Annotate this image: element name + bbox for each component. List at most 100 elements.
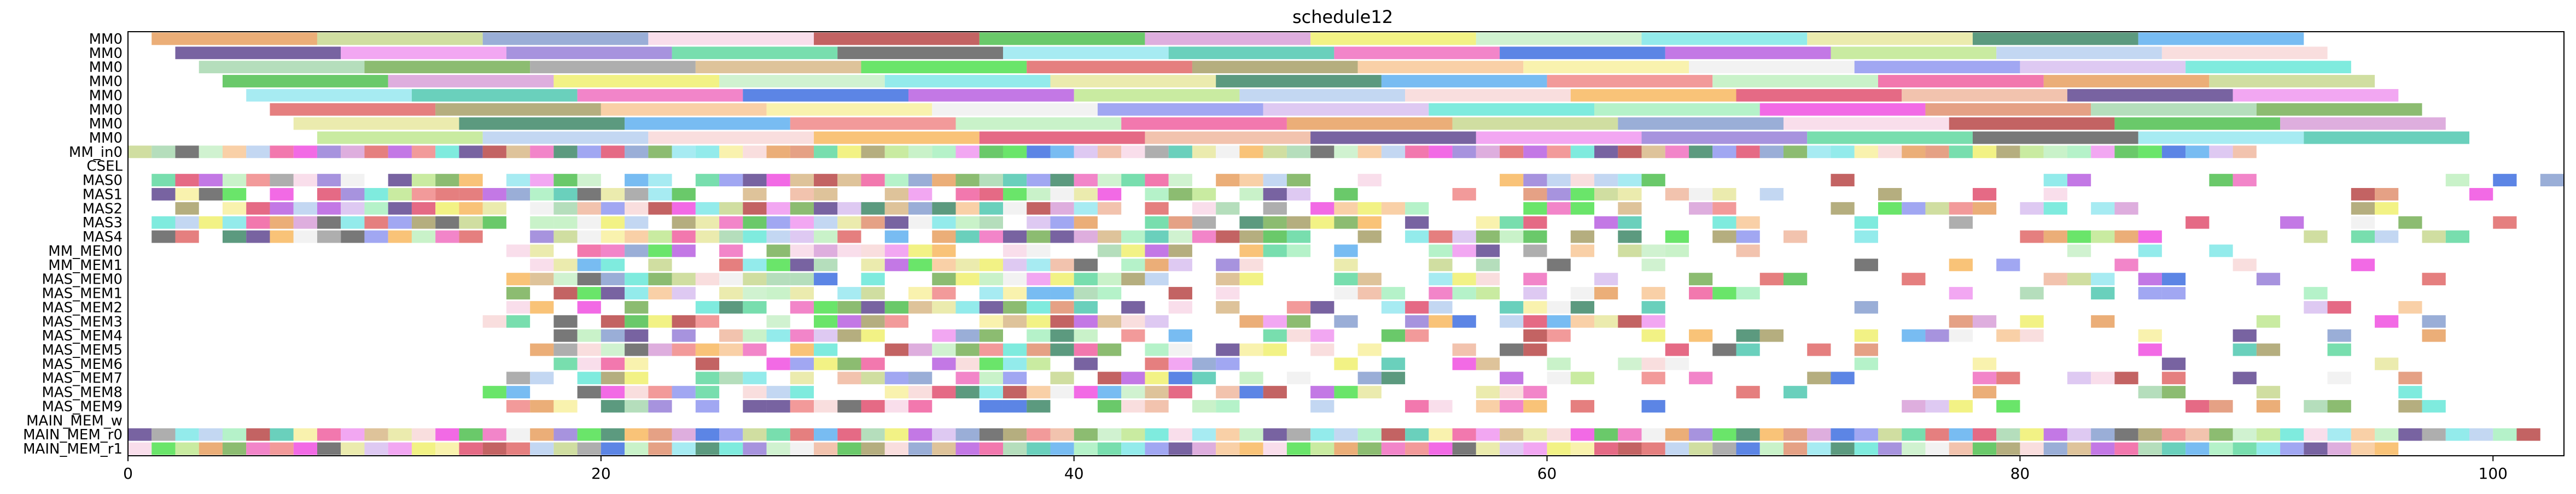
task-bar xyxy=(672,273,696,286)
task-bar xyxy=(814,258,838,272)
task-bar xyxy=(1003,343,1027,356)
task-bar xyxy=(1618,145,1642,158)
task-bar xyxy=(1641,357,1665,370)
task-bar xyxy=(2067,89,2233,102)
task-bar xyxy=(2469,428,2493,441)
task-bar xyxy=(601,329,625,342)
task-bar xyxy=(979,131,1145,144)
task-bar xyxy=(908,188,933,201)
task-bar xyxy=(2209,75,2375,87)
x-tick-label: 20 xyxy=(591,464,611,483)
task-bar xyxy=(577,258,601,272)
task-bar xyxy=(1050,428,1074,441)
task-bar xyxy=(932,442,956,455)
task-bar xyxy=(672,287,696,299)
task-bar xyxy=(979,329,1003,342)
task-bar xyxy=(1807,428,1831,441)
task-bar xyxy=(1854,442,1878,455)
task-bar xyxy=(1736,244,1760,257)
task-bar xyxy=(435,188,459,201)
task-bar xyxy=(1665,188,1689,201)
task-bar xyxy=(743,329,767,342)
task-bar xyxy=(1759,428,1784,441)
x-tick-label: 80 xyxy=(2010,464,2030,483)
task-bar xyxy=(648,315,672,328)
task-bar xyxy=(1003,145,1027,158)
task-bar xyxy=(695,372,720,385)
task-bar xyxy=(1500,230,1524,243)
task-bar xyxy=(222,188,247,201)
task-bar xyxy=(1476,400,1500,413)
task-bar xyxy=(270,202,294,215)
task-bar xyxy=(530,372,554,385)
task-bar xyxy=(553,174,578,187)
task-bar xyxy=(790,230,814,243)
task-bar xyxy=(955,357,980,370)
task-bar xyxy=(1003,230,1027,243)
task-bar xyxy=(2043,428,2067,441)
task-bar xyxy=(2067,244,2091,257)
task-bar xyxy=(1405,400,1429,413)
task-bar xyxy=(1050,230,1074,243)
task-bar xyxy=(837,315,861,328)
task-bar xyxy=(1334,386,1358,399)
task-bar xyxy=(482,216,506,229)
task-bar xyxy=(625,117,790,130)
task-bar xyxy=(2493,428,2517,441)
task-bar xyxy=(814,174,838,187)
task-bar xyxy=(2351,442,2375,455)
task-bar xyxy=(2138,145,2162,158)
task-bar xyxy=(482,131,649,144)
task-bar xyxy=(1003,428,1027,441)
task-bar xyxy=(128,442,152,455)
task-bar xyxy=(2327,329,2351,342)
task-bar xyxy=(1121,329,1145,342)
task-bar xyxy=(2161,386,2186,399)
task-bar xyxy=(955,301,980,314)
task-bar xyxy=(766,244,790,257)
task-bar xyxy=(2304,301,2328,314)
task-bar xyxy=(2304,428,2328,441)
task-bar xyxy=(1310,145,1334,158)
task-bar xyxy=(1192,230,1216,243)
task-bar xyxy=(1807,131,1973,144)
task-bar xyxy=(766,287,790,299)
task-bar xyxy=(1121,400,1145,413)
task-bar xyxy=(1050,145,1074,158)
task-bar xyxy=(1429,301,1453,314)
task-bar xyxy=(1405,89,1571,102)
task-bar xyxy=(1310,32,1476,45)
task-bar xyxy=(979,216,1003,229)
task-bar xyxy=(814,244,838,257)
task-bar xyxy=(222,428,247,441)
task-bar xyxy=(625,357,649,370)
task-bar xyxy=(601,244,625,257)
task-bar xyxy=(2161,428,2186,441)
task-bar xyxy=(341,145,365,158)
task-bar xyxy=(1854,216,1878,229)
task-bar xyxy=(1570,174,1595,187)
task-bar xyxy=(222,202,247,215)
task-bar xyxy=(1192,428,1216,441)
task-bar xyxy=(482,386,506,399)
task-bar xyxy=(1145,131,1311,144)
task-bar xyxy=(884,188,909,201)
task-bar xyxy=(1831,442,1855,455)
task-bar xyxy=(411,89,578,102)
task-bar xyxy=(1854,329,1878,342)
task-bar xyxy=(884,301,909,314)
task-bar xyxy=(2091,103,2257,116)
task-bar xyxy=(601,202,625,215)
task-bar xyxy=(1452,145,1476,158)
task-bar xyxy=(506,145,531,158)
task-bar xyxy=(530,216,554,229)
task-bar xyxy=(625,372,649,385)
task-bar xyxy=(908,89,1074,102)
task-bar xyxy=(1618,117,1784,130)
task-bar xyxy=(1878,145,1902,158)
task-bar xyxy=(2422,329,2446,342)
task-bar xyxy=(1665,145,1689,158)
task-bar xyxy=(1239,258,1263,272)
task-bar xyxy=(1972,188,1997,201)
task-bar xyxy=(1027,202,1051,215)
